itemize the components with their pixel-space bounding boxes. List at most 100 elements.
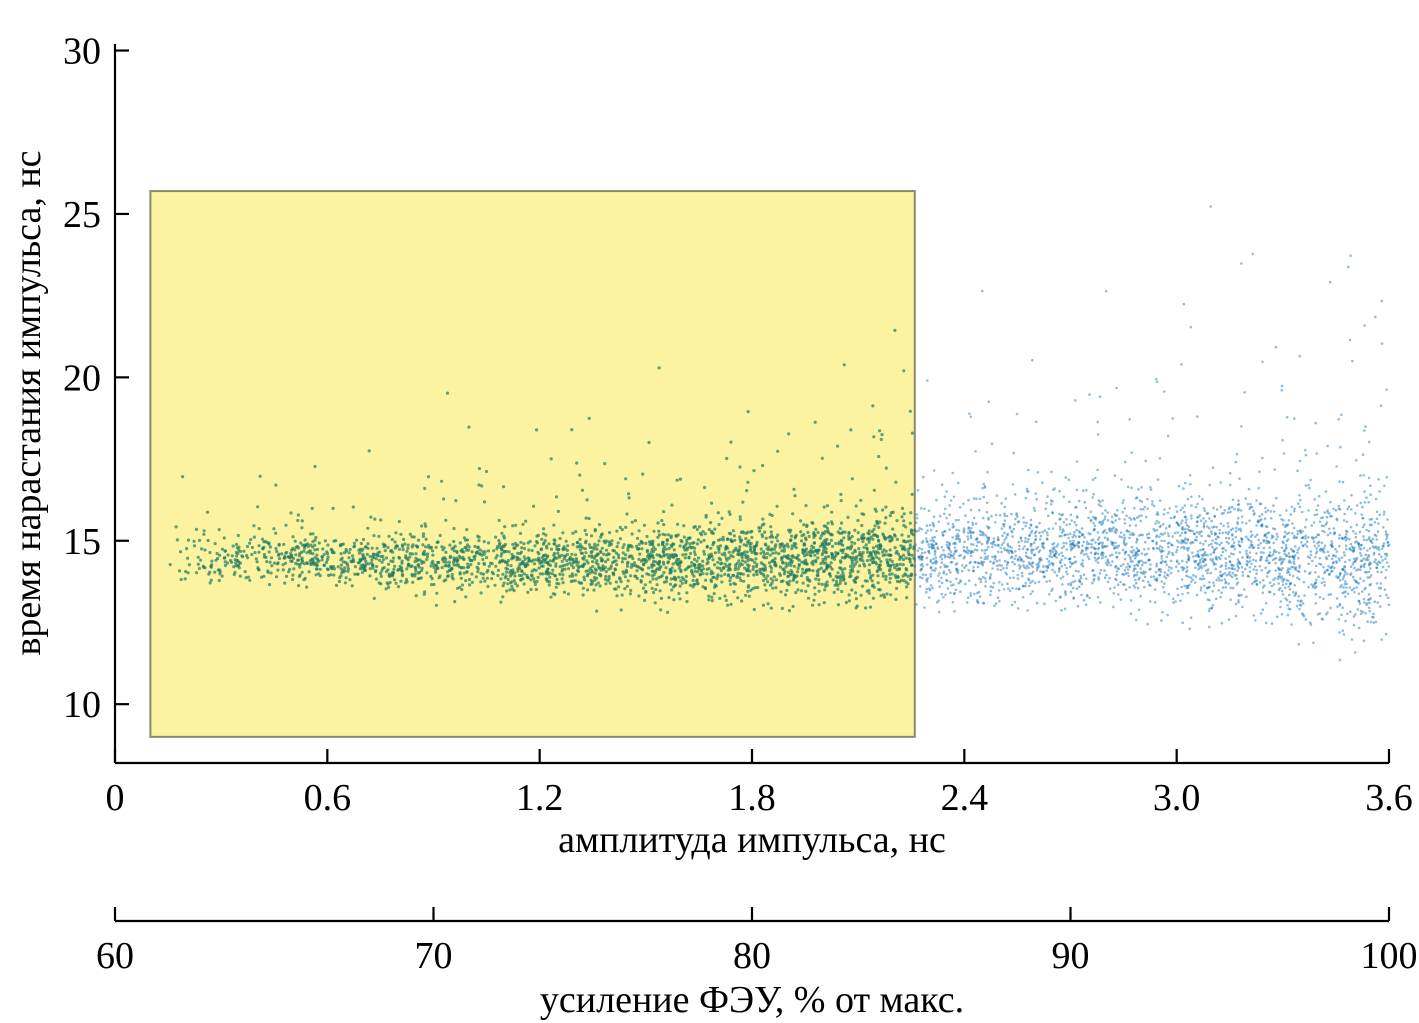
data-point <box>1208 581 1211 584</box>
data-point <box>888 548 892 552</box>
data-point <box>1110 542 1114 546</box>
data-point <box>1098 500 1102 504</box>
data-point <box>1233 574 1237 577</box>
data-point <box>1229 586 1233 590</box>
data-point <box>1288 588 1292 591</box>
data-point <box>1160 539 1163 543</box>
data-point <box>1329 566 1332 570</box>
data-point <box>1101 546 1104 549</box>
data-point <box>1211 466 1215 470</box>
data-point <box>1379 582 1383 585</box>
data-point <box>725 456 729 461</box>
data-point <box>791 578 795 583</box>
data-point <box>175 538 179 542</box>
data-point <box>1096 468 1099 472</box>
data-point <box>1041 481 1044 484</box>
data-point <box>1360 554 1363 557</box>
data-point <box>1260 525 1264 528</box>
data-point <box>1368 601 1371 605</box>
data-point <box>907 547 911 551</box>
data-point <box>901 558 906 562</box>
data-point <box>1224 536 1228 540</box>
data-point <box>1114 565 1117 569</box>
data-point <box>948 542 951 546</box>
data-point <box>1132 516 1136 520</box>
data-point <box>1254 559 1258 563</box>
data-point <box>1224 549 1227 552</box>
data-point <box>1210 542 1213 546</box>
data-point <box>1325 521 1329 524</box>
data-point <box>1167 569 1170 572</box>
data-point <box>744 593 748 597</box>
data-point <box>1370 523 1373 527</box>
data-point <box>565 559 569 563</box>
data-point <box>1079 551 1083 555</box>
data-point <box>907 552 911 557</box>
data-point <box>1135 537 1139 541</box>
data-point <box>1119 531 1123 534</box>
data-point <box>400 561 404 565</box>
data-point <box>194 527 199 532</box>
data-point <box>1185 518 1188 521</box>
data-point <box>1314 602 1318 605</box>
data-point <box>1329 515 1332 518</box>
data-point <box>732 581 736 586</box>
data-point <box>1059 596 1062 599</box>
data-point <box>298 565 302 569</box>
data-point <box>981 534 984 537</box>
data-point <box>1335 517 1338 521</box>
data-point <box>834 579 839 583</box>
data-point <box>719 574 723 578</box>
data-point <box>906 574 910 579</box>
data-point <box>1061 528 1065 531</box>
data-point <box>566 567 571 571</box>
data-point <box>1123 557 1127 561</box>
data-point <box>1068 557 1071 561</box>
data-point <box>1262 551 1265 554</box>
data-point <box>600 546 604 550</box>
data-point <box>1032 506 1036 510</box>
data-point <box>678 544 682 548</box>
data-point <box>1240 515 1244 518</box>
data-point <box>1205 569 1208 572</box>
data-point <box>981 486 984 490</box>
data-point <box>1152 575 1156 578</box>
data-point <box>486 549 491 553</box>
data-point <box>1238 477 1241 481</box>
data-point <box>1113 586 1116 589</box>
data-point <box>1368 563 1371 567</box>
data-point <box>1094 559 1098 562</box>
data-point <box>394 581 398 585</box>
data-point <box>1070 562 1073 566</box>
data-point <box>508 574 512 578</box>
data-point <box>1215 508 1219 511</box>
data-point <box>1329 566 1333 569</box>
data-point <box>764 588 768 592</box>
data-point <box>1252 568 1255 571</box>
data-point <box>482 540 486 544</box>
data-point <box>1055 545 1059 548</box>
data-point <box>621 551 625 555</box>
data-point <box>522 542 526 546</box>
data-point <box>1335 518 1339 522</box>
data-point <box>873 507 877 511</box>
data-point <box>1137 488 1140 491</box>
data-point <box>545 555 549 559</box>
data-point <box>808 568 812 572</box>
data-point <box>989 585 993 588</box>
data-point <box>926 379 929 382</box>
data-point <box>1337 557 1341 560</box>
data-point <box>927 550 930 553</box>
data-point <box>1134 524 1138 527</box>
data-point <box>914 521 918 524</box>
data-point <box>1057 570 1061 573</box>
data-point <box>1224 580 1228 584</box>
data-point <box>300 558 304 562</box>
data-point <box>1208 585 1211 589</box>
data-point <box>969 560 972 564</box>
data-point <box>1235 577 1239 580</box>
data-point <box>1180 566 1183 569</box>
data-point <box>591 565 595 569</box>
data-point <box>1181 621 1184 625</box>
data-point <box>1199 564 1203 568</box>
